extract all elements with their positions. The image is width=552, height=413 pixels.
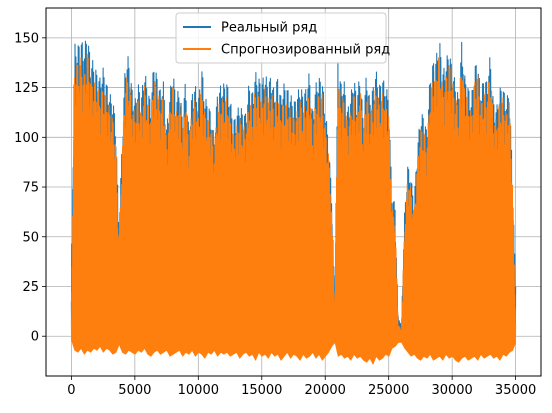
y-tick-label: 50: [22, 230, 39, 245]
tick-layer: 0 5000 10000 15000 20000 25000 30000 35000 0 25 50…: [14, 31, 536, 398]
x-tick-label: 10000: [178, 383, 219, 398]
x-tick-label: 35000: [495, 383, 536, 398]
y-tick-label: 150: [14, 31, 39, 46]
series-layer: [70, 40, 517, 365]
x-tick-label: 5000: [118, 383, 151, 398]
axes-frame: [45, 7, 542, 377]
series-line-forecast: [70, 53, 517, 365]
x-tick-label: 20000: [305, 383, 346, 398]
y-tick-label: 75: [22, 181, 39, 196]
x-tick-label: 30000: [431, 383, 472, 398]
legend: Реальный ряд Спрогнозированный ряд: [175, 12, 390, 64]
y-tick-label: 100: [14, 131, 39, 146]
x-tick-label: 0: [67, 383, 75, 398]
y-tick-label: 0: [31, 330, 39, 345]
legend-box: [175, 12, 387, 64]
legend-label-real: Реальный ряд: [221, 21, 317, 36]
legend-label-forecast: Спрогнозированный ряд: [221, 43, 390, 58]
x-tick-label: 25000: [368, 383, 409, 398]
y-tick-label: 125: [14, 81, 39, 96]
y-tick-label: 25: [22, 280, 39, 295]
x-tick-label: 15000: [241, 383, 282, 398]
